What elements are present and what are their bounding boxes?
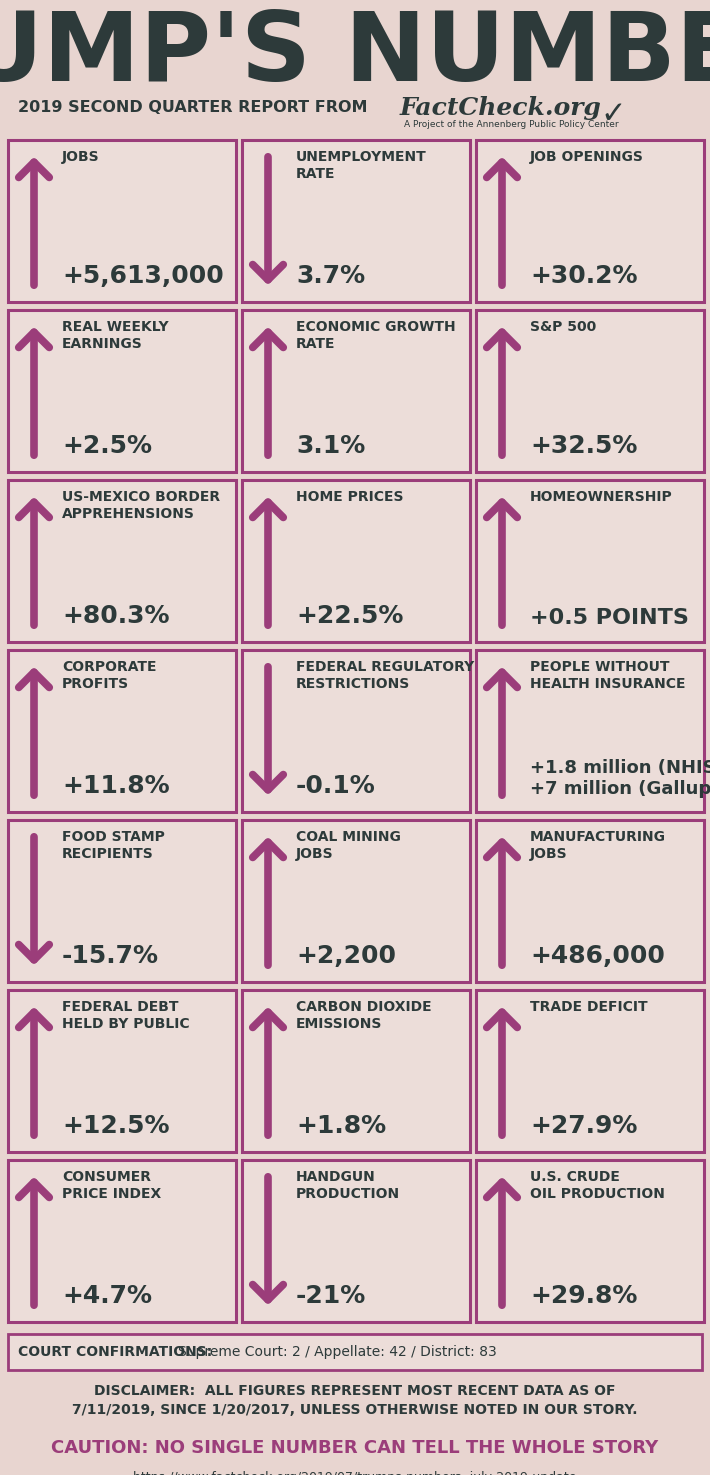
Text: 2019 SECOND QUARTER REPORT FROM: 2019 SECOND QUARTER REPORT FROM: [18, 100, 368, 115]
Text: REAL WEEKLY
EARNINGS: REAL WEEKLY EARNINGS: [62, 320, 169, 351]
Text: +22.5%: +22.5%: [296, 603, 403, 628]
Text: ECONOMIC GROWTH
RATE: ECONOMIC GROWTH RATE: [296, 320, 456, 351]
FancyBboxPatch shape: [8, 820, 236, 982]
Text: +1.8 million (NHIS)
+7 million (Gallup): +1.8 million (NHIS) +7 million (Gallup): [530, 760, 710, 798]
FancyBboxPatch shape: [242, 140, 470, 302]
FancyBboxPatch shape: [242, 479, 470, 642]
Text: FEDERAL DEBT
HELD BY PUBLIC: FEDERAL DEBT HELD BY PUBLIC: [62, 1000, 190, 1031]
Text: -21%: -21%: [296, 1285, 366, 1308]
Text: -15.7%: -15.7%: [62, 944, 159, 968]
Text: +5,613,000: +5,613,000: [62, 264, 224, 288]
Text: CONSUMER
PRICE INDEX: CONSUMER PRICE INDEX: [62, 1170, 161, 1201]
Text: A Project of the Annenberg Public Policy Center: A Project of the Annenberg Public Policy…: [404, 119, 618, 128]
Text: CARBON DIOXIDE
EMISSIONS: CARBON DIOXIDE EMISSIONS: [296, 1000, 432, 1031]
FancyBboxPatch shape: [8, 1333, 702, 1370]
Text: +27.9%: +27.9%: [530, 1114, 638, 1139]
Text: FactCheck.org: FactCheck.org: [400, 96, 602, 119]
FancyBboxPatch shape: [242, 990, 470, 1152]
Text: TRUMP'S NUMBERS: TRUMP'S NUMBERS: [0, 7, 710, 100]
Text: ✓: ✓: [600, 100, 626, 128]
FancyBboxPatch shape: [8, 990, 236, 1152]
Text: S&P 500: S&P 500: [530, 320, 596, 333]
FancyBboxPatch shape: [8, 1159, 236, 1322]
FancyBboxPatch shape: [476, 1159, 704, 1322]
FancyBboxPatch shape: [8, 140, 236, 302]
Text: +32.5%: +32.5%: [530, 434, 638, 459]
Text: +486,000: +486,000: [530, 944, 665, 968]
Text: COURT CONFIRMATIONS:: COURT CONFIRMATIONS:: [18, 1345, 217, 1358]
Text: 3.1%: 3.1%: [296, 434, 365, 459]
FancyBboxPatch shape: [476, 140, 704, 302]
Text: +2.5%: +2.5%: [62, 434, 152, 459]
Text: TRADE DEFICIT: TRADE DEFICIT: [530, 1000, 648, 1013]
Text: -0.1%: -0.1%: [296, 774, 376, 798]
FancyBboxPatch shape: [8, 310, 236, 472]
Text: U.S. CRUDE
OIL PRODUCTION: U.S. CRUDE OIL PRODUCTION: [530, 1170, 665, 1201]
Text: HOMEOWNERSHIP: HOMEOWNERSHIP: [530, 490, 673, 504]
Text: DISCLAIMER:  ALL FIGURES REPRESENT MOST RECENT DATA AS OF
7/11/2019, SINCE 1/20/: DISCLAIMER: ALL FIGURES REPRESENT MOST R…: [72, 1384, 638, 1417]
Text: FOOD STAMP
RECIPIENTS: FOOD STAMP RECIPIENTS: [62, 830, 165, 861]
Text: +4.7%: +4.7%: [62, 1285, 152, 1308]
Text: JOBS: JOBS: [62, 150, 99, 164]
Text: UNEMPLOYMENT
RATE: UNEMPLOYMENT RATE: [296, 150, 427, 181]
Text: +29.8%: +29.8%: [530, 1285, 638, 1308]
Text: CAUTION: NO SINGLE NUMBER CAN TELL THE WHOLE STORY: CAUTION: NO SINGLE NUMBER CAN TELL THE W…: [51, 1440, 659, 1457]
Text: MANUFACTURING
JOBS: MANUFACTURING JOBS: [530, 830, 666, 861]
Text: +2,200: +2,200: [296, 944, 396, 968]
Text: COAL MINING
JOBS: COAL MINING JOBS: [296, 830, 401, 861]
FancyBboxPatch shape: [242, 820, 470, 982]
FancyBboxPatch shape: [242, 650, 470, 813]
Text: +80.3%: +80.3%: [62, 603, 170, 628]
Text: https://www.factcheck.org/2019/07/trumps-numbers- july-2019-update: https://www.factcheck.org/2019/07/trumps…: [133, 1471, 577, 1475]
FancyBboxPatch shape: [476, 820, 704, 982]
Text: US-MEXICO BORDER
APPREHENSIONS: US-MEXICO BORDER APPREHENSIONS: [62, 490, 220, 521]
FancyBboxPatch shape: [476, 990, 704, 1152]
Text: CORPORATE
PROFITS: CORPORATE PROFITS: [62, 659, 156, 690]
Text: HANDGUN
PRODUCTION: HANDGUN PRODUCTION: [296, 1170, 400, 1201]
Text: +30.2%: +30.2%: [530, 264, 638, 288]
Text: +0.5 POINTS: +0.5 POINTS: [530, 608, 689, 628]
Text: HOME PRICES: HOME PRICES: [296, 490, 403, 504]
Text: +12.5%: +12.5%: [62, 1114, 170, 1139]
Text: JOB OPENINGS: JOB OPENINGS: [530, 150, 644, 164]
FancyBboxPatch shape: [8, 479, 236, 642]
FancyBboxPatch shape: [476, 310, 704, 472]
Text: +11.8%: +11.8%: [62, 774, 170, 798]
FancyBboxPatch shape: [242, 310, 470, 472]
FancyBboxPatch shape: [242, 1159, 470, 1322]
FancyBboxPatch shape: [8, 650, 236, 813]
Text: +1.8%: +1.8%: [296, 1114, 386, 1139]
Text: PEOPLE WITHOUT
HEALTH INSURANCE: PEOPLE WITHOUT HEALTH INSURANCE: [530, 659, 685, 690]
Text: Supreme Court: 2 / Appellate: 42 / District: 83: Supreme Court: 2 / Appellate: 42 / Distr…: [178, 1345, 497, 1358]
FancyBboxPatch shape: [476, 650, 704, 813]
Text: FEDERAL REGULATORY
RESTRICTIONS: FEDERAL REGULATORY RESTRICTIONS: [296, 659, 474, 690]
Text: 3.7%: 3.7%: [296, 264, 365, 288]
FancyBboxPatch shape: [476, 479, 704, 642]
